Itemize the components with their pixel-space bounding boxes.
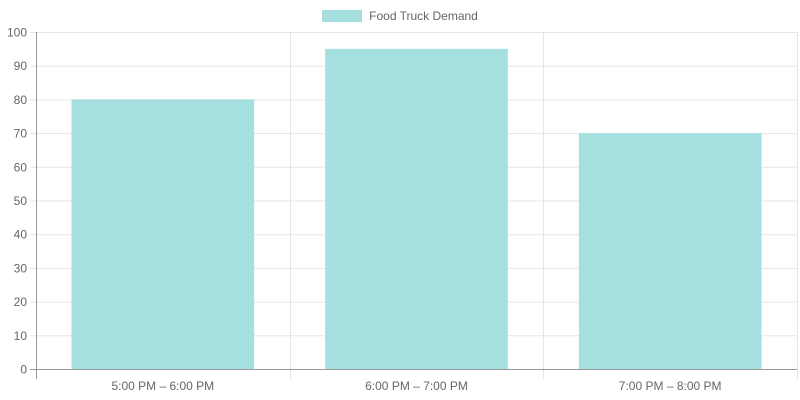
y-tick-label: 90 [14,59,28,73]
legend-label: Food Truck Demand [369,9,478,23]
y-tick-label: 70 [14,127,28,141]
y-tick-label: 80 [14,93,28,107]
x-tick-label: 6:00 PM – 7:00 PM [365,379,468,393]
x-tick-label: 7:00 PM – 8:00 PM [619,379,722,393]
y-tick-label: 100 [7,26,27,40]
legend[interactable]: Food Truck Demand [0,9,800,23]
legend-swatch [322,10,363,22]
y-tick-label: 30 [14,261,28,275]
bar [578,133,762,369]
bar [71,99,255,370]
bar [325,48,508,369]
x-tick-label: 5:00 PM – 6:00 PM [111,379,214,393]
y-tick-label: 10 [14,329,28,343]
y-tick-label: 50 [14,194,28,208]
y-tick-label: 60 [14,160,28,174]
y-tick-label: 40 [14,228,28,242]
y-tick-label: 20 [14,295,28,309]
y-tick-label: 0 [20,363,27,377]
